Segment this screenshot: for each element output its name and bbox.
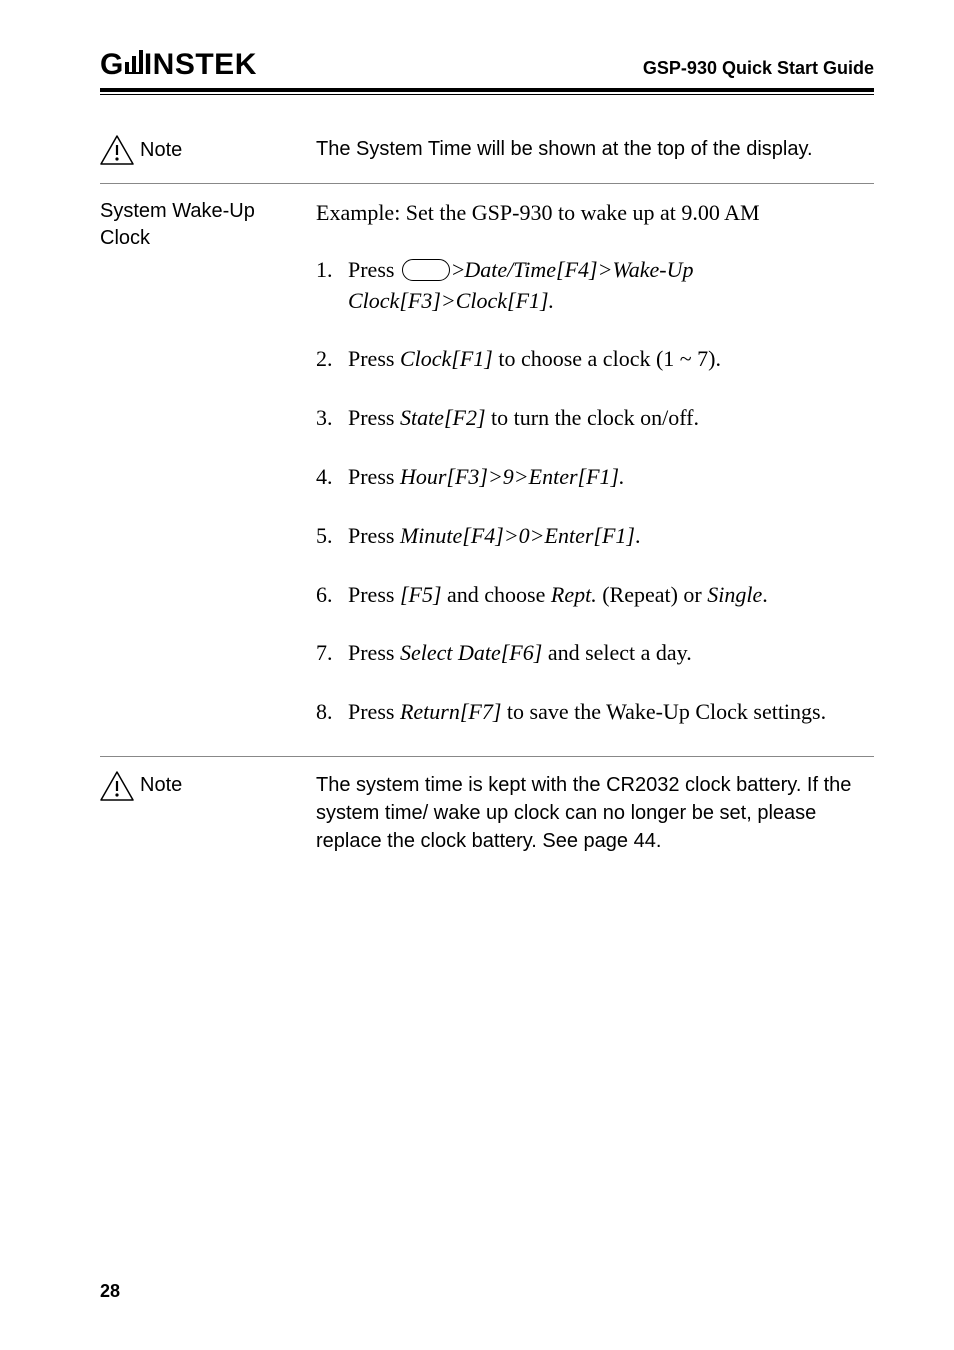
step-pre: Press xyxy=(348,464,400,489)
brand-logo: G INSTEK xyxy=(100,48,257,82)
header-rule xyxy=(100,94,874,95)
step-post: to choose a clock (1 ~ 7). xyxy=(493,346,721,371)
note-row-1: Note The System Time will be shown at th… xyxy=(100,121,874,184)
step-pre: Press xyxy=(348,582,400,607)
step-item: Press Hour[F3]>9>Enter[F1]. xyxy=(316,462,874,493)
step-post: to turn the clock on/off. xyxy=(486,405,699,430)
step-italic: [F5] xyxy=(400,582,442,607)
step-pre: Press xyxy=(348,257,400,282)
step-item: Press >Date/Time[F4]>Wake-Up Clock[F3]>C… xyxy=(316,255,874,317)
note-row-2: Note The system time is kept with the CR… xyxy=(100,757,874,873)
step-mid2: (Repeat) or xyxy=(597,582,708,607)
step-italic: Hour[F3]>9>Enter[F1]. xyxy=(400,464,625,489)
step-item: Press Clock[F1] to choose a clock (1 ~ 7… xyxy=(316,344,874,375)
wakeup-section: System Wake-Up Clock Example: Set the GS… xyxy=(100,184,874,757)
step-pre: Press xyxy=(348,405,400,430)
page-header: G INSTEK GSP-930 Quick Start Guide xyxy=(100,48,874,92)
guide-title: GSP-930 Quick Start Guide xyxy=(643,58,874,79)
step-italic: Minute[F4]>0>Enter[F1] xyxy=(400,523,635,548)
note2-text: The system time is kept with the CR2032 … xyxy=(316,771,874,855)
section-body: Example: Set the GSP-930 to wake up at 9… xyxy=(316,198,874,738)
step-post: . xyxy=(762,582,768,607)
section-label: System Wake-Up Clock xyxy=(100,198,316,738)
step-italic: Clock[F1] xyxy=(400,346,493,371)
warning-icon xyxy=(100,135,134,165)
step-item: Press Return[F7] to save the Wake-Up Clo… xyxy=(316,697,874,728)
step-item: Press Minute[F4]>0>Enter[F1]. xyxy=(316,521,874,552)
step-pre: Press xyxy=(348,523,400,548)
page-number: 28 xyxy=(100,1281,120,1302)
step-pre: Press xyxy=(348,699,400,724)
warning-icon xyxy=(100,771,134,801)
system-button-icon xyxy=(402,259,450,281)
logo-bars-icon xyxy=(125,50,143,74)
step-italic3: Single xyxy=(707,582,762,607)
note-label-text: Note xyxy=(140,137,182,164)
note-left-col: Note xyxy=(100,771,316,855)
step-item: Press State[F2] to turn the clock on/off… xyxy=(316,403,874,434)
logo-rest: INSTEK xyxy=(144,48,257,82)
logo-letter-g: G xyxy=(100,48,124,82)
step-post: and select a day. xyxy=(542,640,691,665)
step-mid: and choose xyxy=(442,582,551,607)
step-italic: State[F2] xyxy=(400,405,486,430)
note1-text: The System Time will be shown at the top… xyxy=(316,135,874,165)
note-left-col: Note xyxy=(100,135,316,165)
step-pre: Press xyxy=(348,346,400,371)
step-item: Press [F5] and choose Rept. (Repeat) or … xyxy=(316,580,874,611)
step-italic2: Rept. xyxy=(551,582,597,607)
step-item: Press Select Date[F6] and select a day. xyxy=(316,638,874,669)
step-post: . xyxy=(635,523,641,548)
step-post0: > xyxy=(452,257,464,282)
step-post: to save the Wake-Up Clock settings. xyxy=(501,699,826,724)
steps-list: Press >Date/Time[F4]>Wake-Up Clock[F3]>C… xyxy=(316,255,874,728)
step-italic: Return[F7] xyxy=(400,699,501,724)
note-label-group: Note xyxy=(100,771,304,801)
step-italic: Select Date[F6] xyxy=(400,640,542,665)
note-label-group: Note xyxy=(100,135,304,165)
note-label-text: Note xyxy=(140,772,182,799)
step-pre: Press xyxy=(348,640,400,665)
example-text: Example: Set the GSP-930 to wake up at 9… xyxy=(316,198,874,229)
